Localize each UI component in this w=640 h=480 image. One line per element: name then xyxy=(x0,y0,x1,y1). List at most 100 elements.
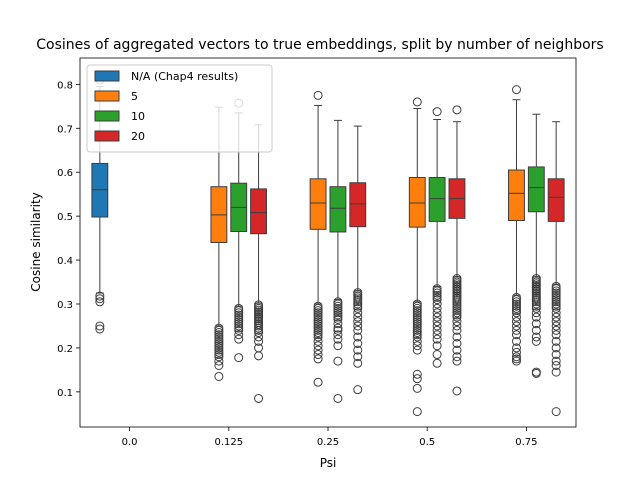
flier-point xyxy=(313,90,323,100)
flier-point xyxy=(412,312,422,322)
flier-point xyxy=(234,306,244,316)
flier-point xyxy=(214,339,224,349)
box-10-0.125 xyxy=(230,98,248,363)
flier-point xyxy=(452,299,462,309)
x-tick-label: 0.25 xyxy=(317,437,339,448)
box-10-0.5 xyxy=(428,107,446,368)
flier-point xyxy=(432,312,442,322)
flier-point xyxy=(432,308,442,318)
y-tick-label: 0.5 xyxy=(57,212,73,223)
flier-point xyxy=(234,317,244,327)
flier-point xyxy=(551,330,561,340)
flier-point xyxy=(234,334,244,344)
flier-point xyxy=(313,308,323,318)
flier-point xyxy=(313,336,323,346)
y-tick-label: 0.7 xyxy=(57,124,73,135)
flier-point xyxy=(214,325,224,335)
flier-point xyxy=(551,284,561,294)
flier-point xyxy=(551,317,561,327)
flier-point xyxy=(452,297,462,307)
flier-point xyxy=(452,339,462,349)
flier-point xyxy=(234,310,244,320)
x-tick-label: 0.5 xyxy=(419,437,435,448)
x-tick-label: 0.125 xyxy=(214,437,243,448)
flier-point xyxy=(214,332,224,342)
box-5-0.125 xyxy=(210,106,228,381)
flier-point xyxy=(353,317,363,327)
flier-point xyxy=(452,345,462,355)
flier-point xyxy=(511,306,521,316)
flier-point xyxy=(214,350,224,360)
flier-point xyxy=(452,301,462,311)
flier-point xyxy=(313,323,323,333)
flier-point xyxy=(432,303,442,313)
flier-point xyxy=(432,286,442,296)
flier-point xyxy=(214,341,224,351)
flier-point xyxy=(452,332,462,342)
flier-point xyxy=(511,85,521,95)
flier-point xyxy=(313,341,323,351)
legend-label: 20 xyxy=(131,130,145,143)
flier-point xyxy=(353,301,363,311)
flier-point xyxy=(432,325,442,335)
legend-items: N/A (Chap4 results) 5 10 20 xyxy=(94,70,238,143)
flier-point xyxy=(531,325,541,335)
flier-point xyxy=(551,303,561,313)
flier-point xyxy=(432,295,442,305)
flier-point xyxy=(333,319,343,329)
flier-point xyxy=(511,308,521,318)
flier-point xyxy=(313,317,323,327)
flier-point xyxy=(254,332,264,342)
flier-point xyxy=(95,321,105,331)
flier-point xyxy=(95,291,105,301)
flier-point xyxy=(432,284,442,294)
flier-point xyxy=(313,321,323,331)
flier-point xyxy=(511,299,521,309)
y-tick-label: 0.1 xyxy=(57,388,73,399)
flier-point xyxy=(95,324,105,334)
flier-point xyxy=(511,336,521,346)
flier-point xyxy=(452,317,462,327)
flier-point xyxy=(412,341,422,351)
flier-point xyxy=(333,303,343,313)
flier-point xyxy=(333,308,343,318)
flier-point xyxy=(333,356,343,366)
flier-point xyxy=(452,325,462,335)
flier-point xyxy=(333,301,343,311)
flier-point xyxy=(254,321,264,331)
flier-point xyxy=(313,306,323,316)
flier-point xyxy=(353,297,363,307)
flier-point xyxy=(333,310,343,320)
flier-point xyxy=(452,310,462,320)
flier-point xyxy=(254,323,264,333)
flier-point xyxy=(511,317,521,327)
flier-point xyxy=(511,303,521,313)
flier-point xyxy=(551,325,561,335)
flier-point xyxy=(432,334,442,344)
x-tick-label: 0.0 xyxy=(122,437,138,448)
box-5-0.75 xyxy=(508,85,525,366)
flier-point xyxy=(452,356,462,366)
flier-point xyxy=(353,339,363,349)
flier-point xyxy=(452,303,462,313)
flier-point xyxy=(353,321,363,331)
flier-point xyxy=(511,312,521,322)
legend-label: 5 xyxy=(131,90,138,103)
flier-point xyxy=(511,330,521,340)
flier-point xyxy=(412,407,422,417)
flier-point xyxy=(452,306,462,316)
flier-point xyxy=(333,306,343,316)
box-10-0.75 xyxy=(527,113,545,378)
flier-point xyxy=(531,308,541,318)
flier-point xyxy=(412,330,422,340)
legend-swatch xyxy=(94,110,120,122)
flier-point xyxy=(452,352,462,362)
flier-point xyxy=(353,352,363,362)
flier-point xyxy=(333,297,343,307)
flier-point xyxy=(551,312,561,322)
flier-point xyxy=(353,308,363,318)
flier-point xyxy=(551,288,561,298)
flier-point xyxy=(234,321,244,331)
flier-point xyxy=(333,323,343,333)
flier-point xyxy=(412,97,422,107)
